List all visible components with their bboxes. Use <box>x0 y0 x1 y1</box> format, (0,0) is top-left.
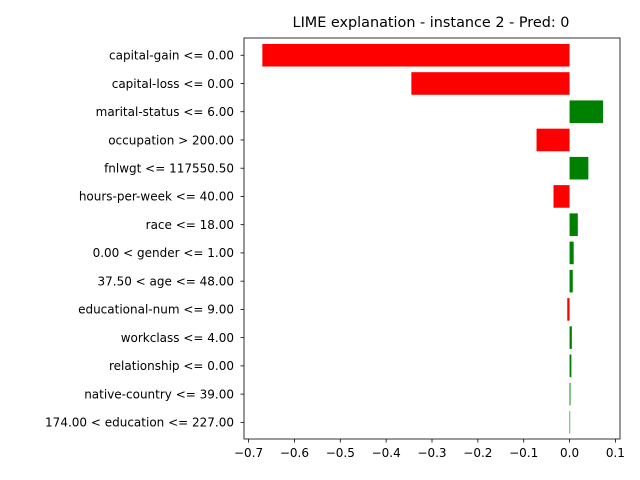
x-tick-label-5: −0.2 <box>463 446 492 460</box>
x-tick-label-4: −0.3 <box>417 446 446 460</box>
bar-2 <box>569 100 604 124</box>
bar-8 <box>569 269 573 293</box>
bar-11 <box>569 354 572 378</box>
axes-frame <box>243 37 621 440</box>
y-tick-label-3: occupation > 200.00 <box>108 133 234 147</box>
y-tick-label-5: hours-per-week <= 40.00 <box>79 190 234 204</box>
y-tick-label-13: 174.00 < education <= 227.00 <box>45 416 234 430</box>
y-tick-label-4: fnlwgt <= 117550.50 <box>104 162 234 176</box>
bar-0 <box>262 43 570 67</box>
bar-7 <box>569 241 574 265</box>
x-axis-ticks: −0.7 −0.6 −0.5 −0.4 −0.3 −0.2 −0.1 0.0 0.1 <box>234 439 625 460</box>
y-tick-label-11: relationship <= 0.00 <box>109 359 234 373</box>
y-tick-label-1: capital-loss <= 0.00 <box>112 77 234 91</box>
bar-10 <box>569 326 572 349</box>
y-tick-label-9: educational-num <= 9.00 <box>78 303 234 317</box>
bar-13 <box>569 411 571 434</box>
bar-12 <box>569 382 571 406</box>
bars-group <box>262 43 604 434</box>
y-tick-label-8: 37.50 < age <= 48.00 <box>98 274 234 288</box>
x-tick-label-3: −0.4 <box>372 446 401 460</box>
bar-6 <box>569 213 578 236</box>
bar-9 <box>567 298 570 321</box>
bar-3 <box>536 128 570 152</box>
chart-title: LIME explanation - instance 2 - Pred: 0 <box>293 15 570 31</box>
bar-1 <box>411 72 570 95</box>
y-tick-label-6: race <= 18.00 <box>146 218 234 232</box>
x-tick-label-0: −0.7 <box>234 446 263 460</box>
y-tick-label-7: 0.00 < gender <= 1.00 <box>93 246 234 260</box>
x-tick-label-1: −0.6 <box>280 446 309 460</box>
y-tick-label-2: marital-status <= 6.00 <box>96 105 234 119</box>
bar-5 <box>553 185 570 208</box>
y-axis-ticks: capital-gain <= 0.00 capital-loss <= 0.00… <box>45 49 244 430</box>
y-tick-label-12: native-country <= 39.00 <box>84 387 234 401</box>
y-tick-label-0: capital-gain <= 0.00 <box>109 49 234 63</box>
bar-4 <box>569 156 589 180</box>
x-tick-label-6: −0.1 <box>509 446 538 460</box>
y-tick-label-10: workclass <= 4.00 <box>121 331 234 345</box>
x-tick-label-7: 0.0 <box>560 446 579 460</box>
x-tick-label-8: 0.1 <box>606 446 625 460</box>
x-tick-label-2: −0.5 <box>326 446 355 460</box>
